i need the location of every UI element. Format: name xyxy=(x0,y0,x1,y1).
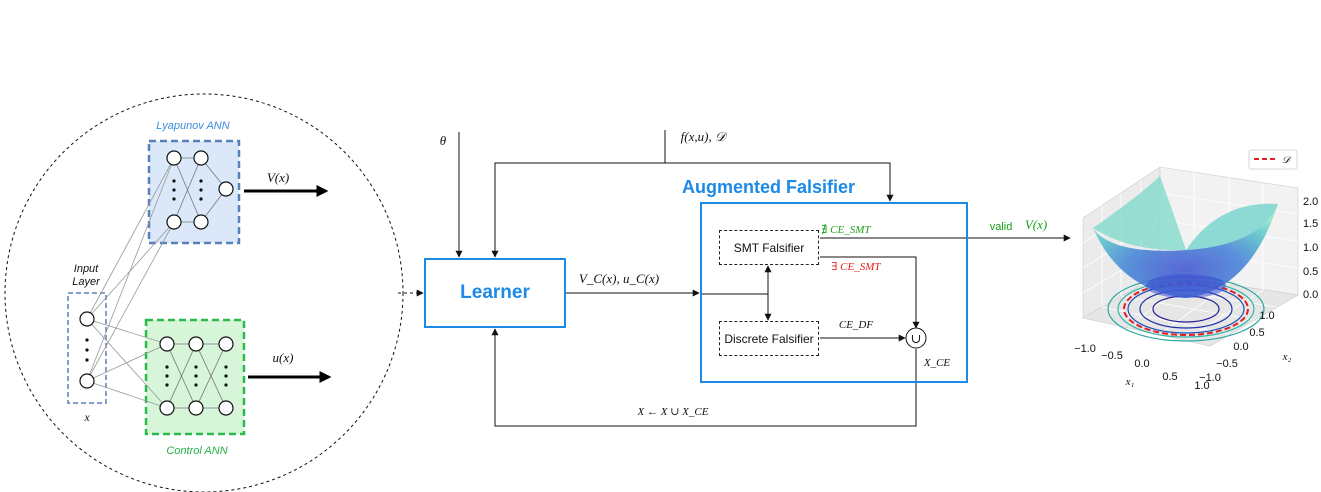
bowl-bottom xyxy=(1146,274,1226,298)
ce-df-label: CE_DF xyxy=(839,319,874,331)
network-boundary-circle xyxy=(4,93,404,492)
update-rule-label: X ← X ∪ X_CE xyxy=(637,406,709,418)
input-neuron-bottom xyxy=(79,373,95,389)
control-neuron xyxy=(188,336,204,352)
v-output-label: V(x) xyxy=(267,170,289,185)
smt-falsifier-box: SMT Falsifier xyxy=(719,230,819,265)
control-ann-label: Control ANN xyxy=(166,445,227,457)
z-tick: 0.5 xyxy=(1303,266,1318,278)
input-layer-label-line1: Input xyxy=(74,263,99,275)
no-ce-smt-label: ∄ CE_SMT xyxy=(821,223,871,236)
neuron-ellipsis-dots xyxy=(85,179,228,387)
counterexample-feedback-arrow xyxy=(491,328,917,427)
input-layer-label-line2: Layer xyxy=(72,276,101,288)
union-node xyxy=(905,327,927,349)
z-tick: 1.5 xyxy=(1303,218,1318,230)
dynamics-label: f(x,u), 𝒟 xyxy=(681,129,728,144)
augmented-falsifier-title: Augmented Falsifier xyxy=(682,177,856,197)
lyapunov-neuron xyxy=(193,150,209,166)
lyapunov-3d-plot: 𝒟 2.0 1.5 1.0 0.5 0.0 −1.0 −0.5 0.0 0.5 … xyxy=(1074,149,1318,392)
discrete-falsifier-box: Discrete Falsifier xyxy=(719,321,819,356)
learner-output-label: V_C(x), u_C(x) xyxy=(579,271,659,286)
legend-label: 𝒟 xyxy=(1282,155,1292,166)
learner-box: Learner xyxy=(424,258,566,328)
theta-label: θ xyxy=(440,133,447,148)
x2-tick: −0.5 xyxy=(1216,358,1238,370)
x-ce-label: X_CE xyxy=(923,357,951,369)
x2-tick: −1.0 xyxy=(1199,372,1221,384)
control-output-neuron xyxy=(218,400,234,416)
x2-tick: 1.0 xyxy=(1259,310,1274,322)
x1-tick-labels: −1.0 −0.5 0.0 0.5 1.0 xyxy=(1074,343,1210,392)
bowl-surface-left xyxy=(1093,176,1186,251)
u-output-label: u(x) xyxy=(273,350,294,365)
x1-tick: 1.0 xyxy=(1194,380,1209,392)
neurons xyxy=(79,150,234,416)
union-symbol: ∪ xyxy=(911,331,922,346)
input-variable-label: x xyxy=(83,410,90,424)
x2-tick: 0.5 xyxy=(1249,327,1264,339)
z-tick: 1.0 xyxy=(1303,242,1318,254)
x2-tick: 0.0 xyxy=(1233,341,1248,353)
x2-axis-label: x₂ xyxy=(1282,351,1292,363)
exists-ce-smt-label: ∃ CE_SMT xyxy=(831,261,881,273)
input-to-control-edges xyxy=(86,318,168,409)
control-output-neuron xyxy=(218,336,234,352)
learner-loop xyxy=(398,130,1071,427)
z-tick: 0.0 xyxy=(1303,289,1318,301)
dynamics-to-learner-arrow xyxy=(491,130,666,258)
lyapunov-neuron xyxy=(166,214,182,230)
augmented-falsifier-frame xyxy=(700,202,968,383)
input-to-lyapunov-edges xyxy=(86,157,175,382)
x1-tick: 0.0 xyxy=(1134,358,1149,370)
network-group: Lyapunov ANN Control ANN Input Layer x V… xyxy=(4,93,404,492)
valid-label: valid xyxy=(990,221,1013,233)
x2-tick-labels: 1.0 0.5 0.0 −0.5 −1.0 xyxy=(1199,310,1275,384)
x1-axis-label: x₁ xyxy=(1125,376,1135,388)
z-tick: 2.0 xyxy=(1303,196,1318,208)
dynamics-to-falsifier-arrow xyxy=(665,162,894,202)
ce-smt-arrow xyxy=(820,256,920,329)
bowl-surface-front xyxy=(1093,204,1278,298)
lyapunov-ann-label: Lyapunov ANN xyxy=(156,120,229,132)
lyapunov-neuron xyxy=(193,214,209,230)
input-neuron-top xyxy=(79,311,95,327)
x1-tick: −0.5 xyxy=(1101,350,1123,362)
control-neuron xyxy=(188,400,204,416)
x1-tick: 0.5 xyxy=(1162,371,1177,383)
z-tick-labels: 2.0 1.5 1.0 0.5 0.0 xyxy=(1303,196,1318,301)
control-neuron xyxy=(159,400,175,416)
lyapunov-neuron xyxy=(166,150,182,166)
x1-tick: −1.0 xyxy=(1074,343,1096,355)
valid-v-label: V(x) xyxy=(1025,217,1047,232)
bowl-surface-right xyxy=(1186,203,1278,250)
control-neuron xyxy=(159,336,175,352)
lyapunov-output-neuron xyxy=(218,181,234,197)
